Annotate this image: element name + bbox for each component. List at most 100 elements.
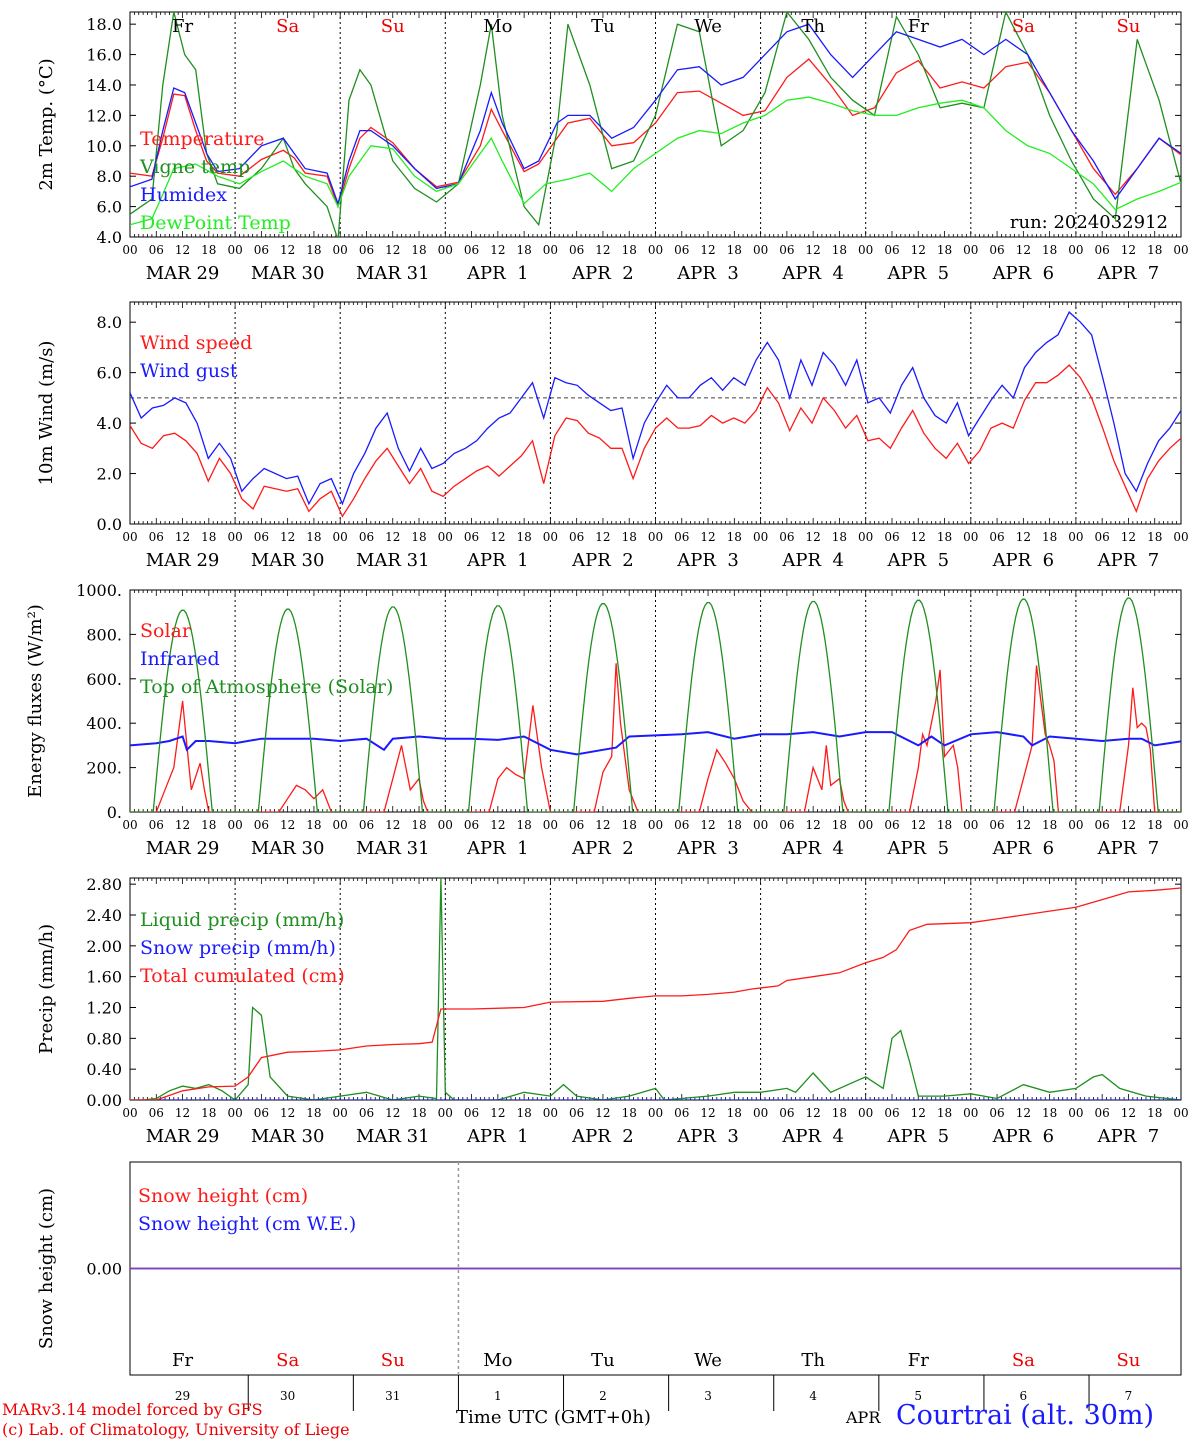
y-tick-label: 0. (107, 803, 122, 822)
hour-label: 18 (411, 530, 426, 544)
hour-label: 12 (490, 1106, 505, 1120)
date-label: MAR 31 (356, 263, 430, 284)
hour-label: 00 (1173, 1106, 1188, 1120)
hour-label: 06 (674, 818, 689, 832)
hour-label: 06 (359, 243, 374, 257)
hour-label: 00 (333, 818, 348, 832)
hour-label: 12 (806, 530, 821, 544)
hour-label: 18 (937, 243, 952, 257)
date-label: APR 7 (1097, 1126, 1160, 1147)
hour-label: 06 (359, 530, 374, 544)
hour-label: 00 (858, 818, 873, 832)
hour-label: 00 (227, 243, 242, 257)
date-label: APR 3 (676, 1126, 739, 1147)
hour-label: 18 (201, 1106, 216, 1120)
hour-label: 06 (1095, 530, 1110, 544)
hour-label: 12 (806, 243, 821, 257)
day-name: Fr (172, 16, 193, 37)
hour-label: 00 (438, 243, 453, 257)
panel-4: 00 06 12 18 00 06 12 18 00 06 12 18 00 06 12 18 00 06 12 18… (36, 875, 1189, 1147)
hour-label: 18 (306, 1106, 321, 1120)
day-name: Th (801, 16, 825, 37)
hour-label: 06 (464, 530, 479, 544)
hour-label: 00 (438, 818, 453, 832)
legend-wind-gust: Wind gust (140, 360, 238, 382)
hour-label: 12 (595, 530, 610, 544)
date-label: APR 5 (886, 550, 949, 571)
hour-label: 06 (779, 243, 794, 257)
hour-label: 12 (1121, 530, 1136, 544)
series-line-infrared (130, 731, 1181, 756)
hour-label: 12 (911, 530, 926, 544)
hour-label: 12 (490, 530, 505, 544)
hour-label: 18 (1042, 243, 1057, 257)
hour-label: 00 (1173, 818, 1188, 832)
legend-snow-height-cm-w-e-: Snow height (cm W.E.) (138, 1213, 356, 1235)
date-label: APR 2 (571, 550, 634, 571)
date-label: APR 5 (886, 838, 949, 859)
hour-label: 18 (1147, 243, 1162, 257)
hour-label: 00 (1068, 530, 1083, 544)
hour-label: 00 (1068, 1106, 1083, 1120)
date-label: APR 1 (466, 1126, 529, 1147)
hour-label: 06 (149, 530, 164, 544)
hour-label: 06 (989, 243, 1004, 257)
date-label: MAR 29 (146, 263, 220, 284)
hour-label: 06 (464, 243, 479, 257)
hour-label: 06 (569, 243, 584, 257)
hour-label: 00 (543, 243, 558, 257)
date-label: MAR 31 (356, 1126, 430, 1147)
hour-label: 12 (700, 1106, 715, 1120)
hour-label: 12 (806, 818, 821, 832)
hour-label: 06 (254, 530, 269, 544)
hour-label: 00 (543, 1106, 558, 1120)
hour-label: 06 (569, 818, 584, 832)
hour-label: 18 (832, 243, 847, 257)
day-name: Mo (483, 16, 512, 37)
hour-label: 06 (779, 530, 794, 544)
hour-label: 12 (700, 243, 715, 257)
y-tick-label: 12.0 (86, 106, 122, 125)
day-name: Su (1116, 1350, 1140, 1371)
hour-label: 18 (832, 530, 847, 544)
hour-label: 00 (648, 530, 663, 544)
hour-label: 12 (385, 243, 400, 257)
y-axis-label: Precip (mm/h) (36, 924, 57, 1054)
hour-label: 06 (569, 1106, 584, 1120)
hour-label: 18 (411, 1106, 426, 1120)
hour-label: 18 (622, 818, 637, 832)
day-number: 4 (809, 1389, 817, 1403)
hour-label: 06 (884, 530, 899, 544)
hour-label: 06 (674, 243, 689, 257)
hour-label: 00 (753, 1106, 768, 1120)
hour-label: 06 (989, 818, 1004, 832)
hour-label: 12 (1121, 243, 1136, 257)
hour-label: 00 (648, 1106, 663, 1120)
legend-humidex: Humidex (140, 184, 227, 206)
hour-label: 00 (122, 818, 137, 832)
y-tick-label: 4.0 (97, 414, 122, 433)
run-label: run: 2024032912 (1010, 212, 1168, 233)
date-label: APR 7 (1097, 838, 1160, 859)
y-tick-label: 0.00 (86, 1260, 122, 1279)
day-number: 1 (494, 1389, 502, 1403)
series-line-vigne-temp (130, 12, 1181, 237)
y-tick-label: 16.0 (86, 46, 122, 65)
hour-label: 18 (201, 530, 216, 544)
hour-label: 12 (280, 530, 295, 544)
y-tick-label: 1.20 (86, 999, 122, 1018)
hour-label: 12 (280, 243, 295, 257)
hour-label: 06 (149, 1106, 164, 1120)
hour-label: 06 (254, 1106, 269, 1120)
hour-label: 06 (254, 243, 269, 257)
hour-label: 18 (832, 1106, 847, 1120)
hour-label: 00 (963, 530, 978, 544)
date-label: APR 5 (886, 1126, 949, 1147)
hour-label: 18 (201, 243, 216, 257)
date-label: MAR 30 (251, 263, 325, 284)
date-label: APR 3 (676, 263, 739, 284)
hour-label: 18 (306, 530, 321, 544)
day-number: 6 (1020, 1389, 1028, 1403)
hour-label: 18 (937, 818, 952, 832)
